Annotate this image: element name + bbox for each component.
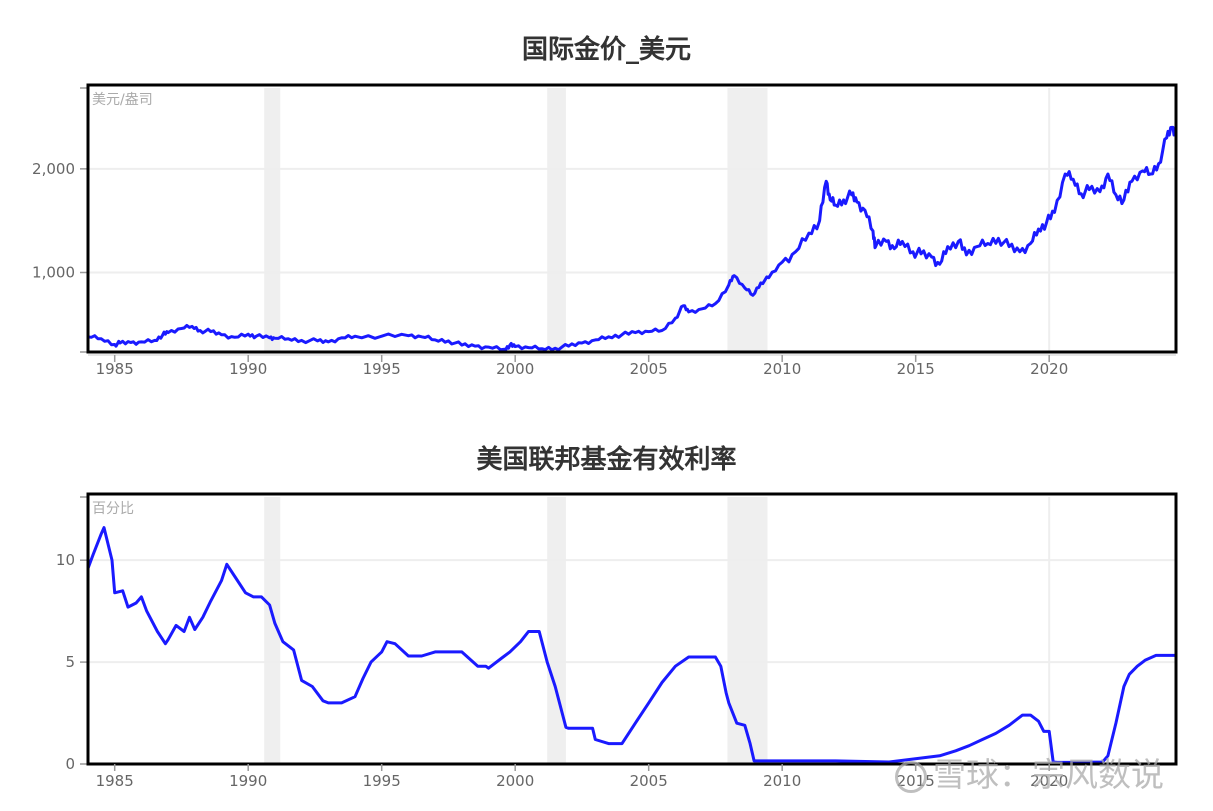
x-tick-label: 2020 (1030, 772, 1068, 790)
recession-band (264, 88, 281, 352)
y-axis-unit-label: 美元/盎司 (92, 92, 153, 108)
recession-band (264, 497, 281, 764)
y-tick-label: 10 (56, 551, 75, 569)
x-tick-label: 1990 (229, 772, 267, 790)
watermark: 雪球：宗风数说 (895, 748, 1164, 796)
fed-funds-rate-line (86, 526, 1176, 764)
gold-price-chart-title: 国际金价_美元 (521, 35, 691, 65)
x-tick-label: 2010 (763, 360, 801, 378)
x-tick-label: 1990 (229, 360, 267, 378)
recession-band (547, 88, 566, 352)
plot-frame (86, 492, 1178, 766)
gridlines (88, 88, 1176, 352)
x-tick-label: 2000 (496, 772, 534, 790)
plot-frame (86, 83, 1178, 354)
recession-bands (264, 497, 768, 764)
snowball-logo-icon (895, 760, 927, 793)
y-tick-label: 2,000 (32, 160, 75, 178)
fed-funds-chart-title: 美国联邦基金有效利率 (476, 445, 737, 475)
x-tick-label: 2000 (496, 360, 534, 378)
x-tick-label: 2015 (897, 360, 935, 378)
recession-band (547, 497, 566, 764)
x-tick-label: 1985 (96, 772, 134, 790)
x-tick-label: 2020 (1030, 360, 1068, 378)
gridlines (88, 497, 1176, 764)
x-tick-label: 2005 (630, 360, 668, 378)
gold-price-line (87, 125, 1178, 352)
recession-bands (264, 88, 768, 352)
y-axis-ticks: 0 5 10 (56, 551, 88, 773)
watermark-text: 雪球：宗风数说 (933, 755, 1164, 794)
recession-band (727, 88, 768, 352)
y-axis-unit-label: 百分比 (92, 501, 134, 517)
recession-band (727, 497, 768, 764)
y-tick-label: 5 (65, 653, 75, 671)
x-tick-label: 1985 (96, 360, 134, 378)
y-tick-label: 0 (65, 755, 75, 773)
y-axis-ticks: 1,000 2,000 (32, 160, 88, 281)
y-tick-label: 1,000 (32, 263, 75, 281)
x-tick-label: 1995 (363, 772, 401, 790)
x-tick-label: 1995 (363, 360, 401, 378)
x-tick-label: 2005 (630, 772, 668, 790)
x-axis-ticks: 1985 1990 1995 2000 2005 2010 2015 2020 (96, 355, 1068, 378)
gold-price-chart: 1,000 2,000 美元/盎司 1985 1990 1995 2000 2005 201… (32, 83, 1178, 378)
x-tick-label: 2010 (763, 772, 801, 790)
